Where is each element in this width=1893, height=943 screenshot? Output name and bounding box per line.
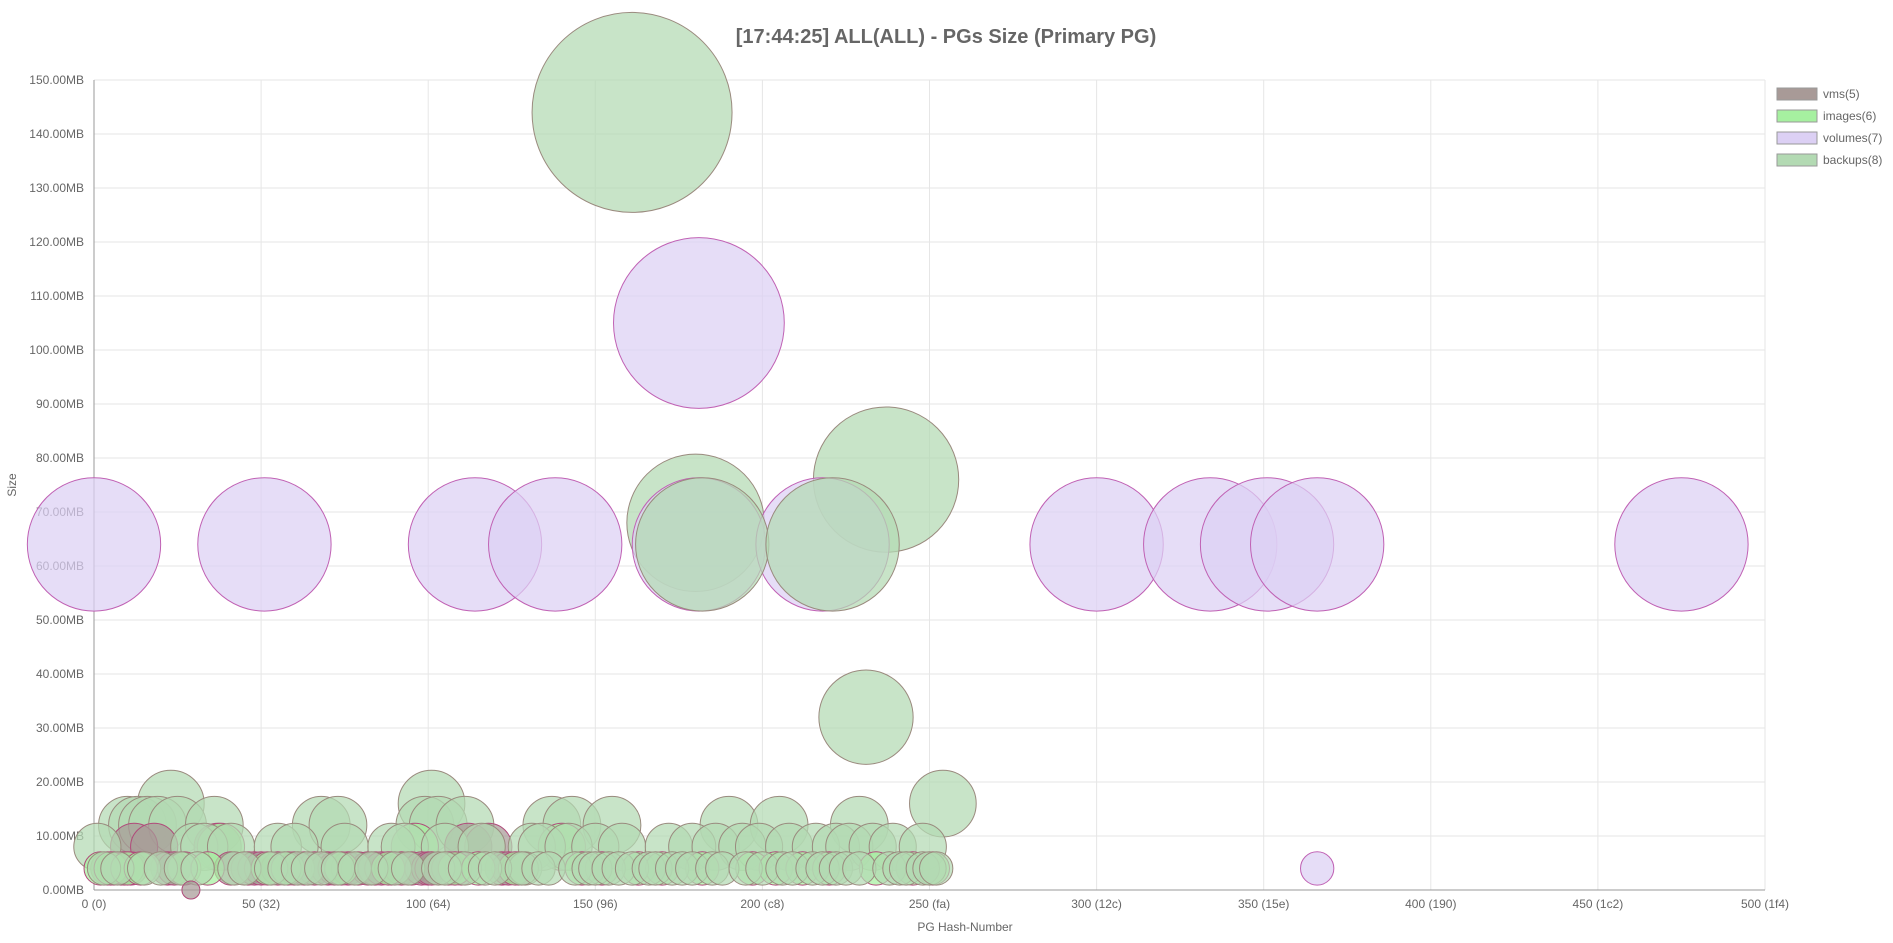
legend-swatch-1[interactable] [1776, 109, 1818, 123]
legend-swatch-2[interactable] [1776, 131, 1818, 145]
y-tick-label: 30.00MB [36, 721, 84, 735]
legend: vms(5) images(6) volumes(7) backups(8) [1776, 87, 1882, 167]
y-tick-label: 10.00MB [36, 829, 84, 843]
bubble-volumes-10[interactable] [1250, 477, 1385, 612]
y-tick-label: 140.00MB [29, 127, 84, 141]
bubble-backups-4[interactable] [765, 477, 900, 612]
bubble-volumes-1[interactable] [197, 477, 332, 612]
y-tick-label: 130.00MB [29, 181, 84, 195]
x-tick-label: 500 (1f4) [1741, 897, 1789, 911]
bubble-backups-3[interactable] [635, 477, 770, 612]
x-tick-label: 100 (64) [406, 897, 451, 911]
chart-title: [17:44:25] ALL(ALL) - PGs Size (Primary … [736, 26, 1156, 48]
y-tick-label: 20.00MB [36, 775, 84, 789]
bubble-backups-102[interactable] [842, 851, 877, 886]
legend-label-3[interactable]: backups(8) [1823, 153, 1882, 167]
x-tick-label: 300 (12c) [1071, 897, 1122, 911]
bubble-backups-60[interactable] [180, 851, 215, 886]
x-tick-label: 200 (c8) [740, 897, 784, 911]
x-tick-label: 150 (96) [573, 897, 618, 911]
x-tick-label: 250 (fa) [909, 897, 950, 911]
bubble-backups-108[interactable] [919, 851, 954, 886]
legend-swatch-3[interactable] [1776, 153, 1818, 167]
bubble-backups-72[interactable] [390, 851, 426, 886]
bubble-layer [26, 11, 1749, 900]
x-tick-label: 50 (32) [242, 897, 280, 911]
y-tick-label: 100.00MB [29, 343, 84, 357]
bubble-volumes-4[interactable] [613, 237, 785, 409]
y-tick-label: 120.00MB [29, 235, 84, 249]
x-tick-label: 400 (190) [1405, 897, 1456, 911]
y-tick-label: 0.00MB [43, 883, 84, 897]
bubble-backups-0[interactable] [531, 11, 733, 213]
bubble-vms-9[interactable] [181, 880, 201, 900]
bubble-backups-5[interactable] [818, 669, 914, 765]
x-axis-label: PG Hash-Number [917, 920, 1012, 934]
y-axis-label: Size [5, 473, 19, 497]
y-tick-label: 90.00MB [36, 397, 84, 411]
legend-label-2[interactable]: volumes(7) [1823, 131, 1882, 145]
bubble-volumes-12[interactable] [1300, 851, 1335, 886]
legend-label-0[interactable]: vms(5) [1823, 87, 1860, 101]
bubble-volumes-0[interactable] [26, 477, 162, 612]
legend-label-1[interactable]: images(6) [1823, 109, 1876, 123]
bubble-volumes-11[interactable] [1614, 477, 1749, 612]
y-tick-label: 150.00MB [29, 73, 84, 87]
y-tick-label: 80.00MB [36, 451, 84, 465]
bubble-volumes-3[interactable] [488, 477, 623, 612]
y-tick-label: 40.00MB [36, 667, 84, 681]
x-tick-label: 350 (15e) [1238, 897, 1289, 911]
x-tick-label: 0 (0) [82, 897, 107, 911]
y-tick-label: 50.00MB [36, 613, 84, 627]
y-tick-label: 110.00MB [30, 289, 84, 303]
x-tick-label: 450 (1c2) [1573, 897, 1624, 911]
legend-swatch-0[interactable] [1776, 87, 1818, 101]
